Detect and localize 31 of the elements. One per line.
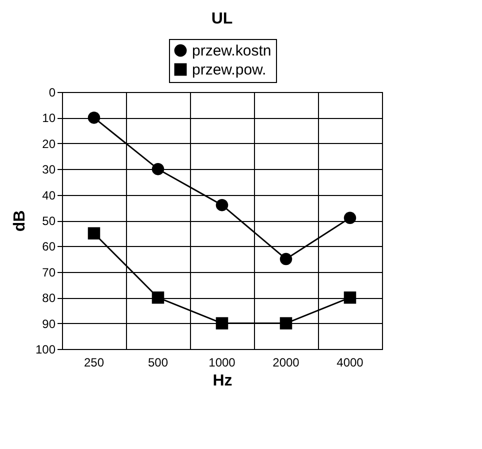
y-tick-label: 50 xyxy=(42,214,56,228)
y-tick-label: 10 xyxy=(42,111,56,126)
point xyxy=(152,291,164,304)
y-tick-label: 90 xyxy=(42,316,56,331)
y-tick-label: 40 xyxy=(42,188,56,202)
x-tick-label: 500 xyxy=(148,356,168,370)
legend-label: przew.pow. xyxy=(192,62,266,78)
y-tick-label: 100 xyxy=(35,342,56,356)
y-tick-label: 20 xyxy=(42,136,56,151)
point xyxy=(88,112,100,124)
y-tick-label: 30 xyxy=(42,162,56,177)
x-tick-label: 250 xyxy=(84,356,104,370)
x-tick-label: 1000 xyxy=(208,356,236,370)
chart-title: UL xyxy=(211,10,233,28)
point xyxy=(344,291,356,304)
point xyxy=(280,317,292,330)
y-tick-label: 70 xyxy=(42,265,56,280)
y-tick-label: 60 xyxy=(42,240,56,254)
point xyxy=(152,162,164,176)
point xyxy=(88,227,100,240)
y-tick-label: 80 xyxy=(42,291,56,306)
point xyxy=(216,317,228,330)
point xyxy=(280,252,292,266)
x-tick-label: 2000 xyxy=(272,356,300,370)
point xyxy=(216,198,228,212)
y-axis-title: dB xyxy=(11,210,28,232)
legend-label: przew.kostn xyxy=(192,42,272,60)
x-tick-label: 4000 xyxy=(336,356,364,370)
point xyxy=(344,212,356,224)
x-axis-title: Hz xyxy=(212,372,232,390)
y-tick-label: 0 xyxy=(48,86,56,100)
